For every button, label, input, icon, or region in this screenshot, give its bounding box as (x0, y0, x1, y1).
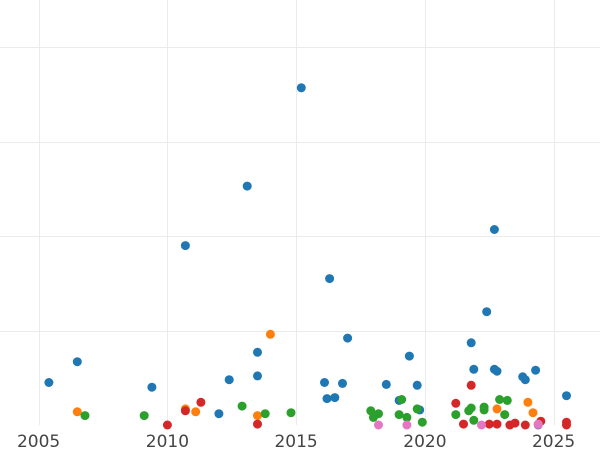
data-point-s0-7 (253, 347, 262, 357)
data-point-s2-13 (451, 410, 461, 420)
data-point-s0-3 (180, 241, 190, 251)
data-point-s0-16 (381, 379, 391, 389)
data-point-s2-3 (260, 409, 270, 419)
data-point-s2-21 (502, 395, 512, 405)
data-point-s0-14 (338, 378, 347, 388)
data-point-s2-4 (286, 408, 296, 418)
data-point-s0-5 (224, 375, 234, 385)
data-point-s5-2 (477, 420, 486, 430)
data-point-s2-0 (80, 411, 90, 421)
data-point-s0-21 (466, 338, 476, 348)
x-tick-label: 2015 (274, 432, 317, 450)
data-point-s2-15 (466, 403, 476, 413)
data-point-s3-14 (562, 420, 571, 430)
data-point-s3-1 (180, 406, 190, 416)
data-point-s2-11 (412, 404, 422, 414)
x-tick-label: 2010 (146, 432, 189, 450)
data-point-s3-6 (466, 380, 476, 390)
data-point-s1-0 (72, 407, 82, 417)
data-point-s0-6 (242, 181, 252, 191)
data-point-s3-10 (510, 418, 520, 428)
data-point-s1-5 (492, 404, 502, 414)
data-point-s0-23 (482, 307, 492, 317)
data-point-s3-2 (196, 397, 206, 407)
data-point-s0-4 (214, 409, 224, 419)
data-point-s1-2 (191, 407, 201, 417)
x-axis-ticks: 2005 2010 2015 2020 2025 (17, 432, 575, 450)
data-point-s0-28 (520, 375, 530, 385)
x-tick-label: 2005 (17, 432, 60, 450)
data-point-s2-2 (237, 401, 247, 411)
data-point-s0-9 (296, 83, 306, 93)
data-point-s0-15 (343, 333, 353, 343)
data-point-s0-1 (72, 357, 82, 367)
data-point-s1-7 (528, 408, 538, 418)
data-point-s0-0 (44, 378, 54, 387)
data-point-s5-0 (374, 420, 383, 430)
data-point-s0-18 (404, 351, 414, 361)
data-point-s0-10 (320, 378, 329, 387)
data-point-s3-11 (520, 420, 530, 430)
data-point-s0-19 (412, 380, 422, 390)
data-point-s2-9 (397, 395, 407, 404)
x-tick-label: 2025 (532, 432, 575, 450)
data-point-s3-7 (484, 419, 494, 429)
data-point-s0-30 (562, 391, 571, 401)
data-point-s1-3 (253, 411, 262, 421)
data-point-s2-12 (417, 417, 427, 427)
data-point-s0-8 (253, 371, 262, 381)
data-point-s2-16 (469, 415, 479, 425)
x-tick-label: 2020 (403, 432, 446, 450)
data-point-s0-11 (322, 394, 332, 404)
data-point-s2-8 (394, 410, 404, 420)
data-point-s0-2 (147, 382, 157, 392)
data-point-s2-18 (479, 405, 489, 415)
data-point-s2-1 (139, 411, 149, 421)
data-point-s2-7 (374, 409, 383, 419)
data-point-s3-0 (162, 420, 172, 430)
data-point-s3-5 (459, 419, 468, 429)
grid-layer (0, 0, 600, 425)
data-point-s5-3 (533, 419, 543, 429)
points-layer (44, 83, 571, 430)
data-point-s5-1 (402, 420, 412, 430)
data-point-s2-10 (402, 412, 412, 422)
data-point-s1-6 (523, 397, 533, 407)
data-point-s0-29 (531, 365, 541, 375)
data-point-s2-20 (500, 410, 510, 420)
data-point-s0-22 (469, 364, 479, 374)
data-point-s3-3 (253, 419, 262, 429)
data-point-s3-8 (492, 419, 502, 429)
data-point-s0-12 (325, 274, 335, 284)
data-point-s2-19 (495, 395, 505, 404)
data-point-s3-4 (451, 398, 461, 408)
data-point-s0-26 (492, 366, 502, 376)
data-point-s1-4 (265, 329, 275, 339)
data-point-s0-13 (330, 393, 340, 403)
data-point-s0-24 (489, 225, 499, 234)
